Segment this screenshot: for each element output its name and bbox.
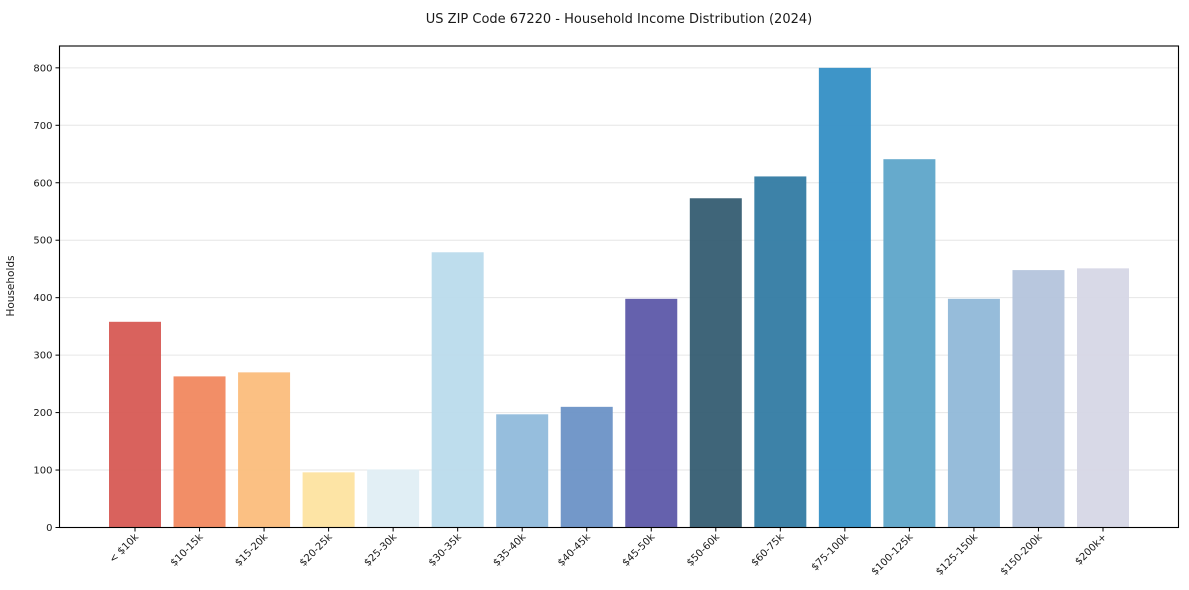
bar — [818, 67, 871, 528]
chart-title: US ZIP Code 67220 - Household Income Dis… — [426, 12, 812, 27]
y-tick-label: 300 — [33, 351, 52, 362]
x-tick-label: $40-45k — [556, 532, 593, 569]
x-tick-label: $25-30k — [362, 532, 399, 569]
bar — [1012, 270, 1065, 528]
bar — [173, 376, 226, 528]
x-tick-label: $50-60k — [685, 532, 722, 569]
y-tick-label: 500 — [33, 236, 52, 247]
x-axis: < $10k $10-15k $15-20k $20-25k $25-30k $30-35… — [108, 527, 1109, 578]
x-tick-label: $20-25k — [298, 532, 335, 569]
y-tick-label: 700 — [33, 121, 52, 132]
y-tick-label: 100 — [33, 466, 52, 477]
y-tick-label: 400 — [33, 293, 52, 304]
bar — [431, 252, 484, 528]
bar — [625, 298, 678, 528]
gridlines — [59, 67, 1179, 471]
x-tick-label: $35-40k — [491, 532, 528, 569]
y-tick-label: 0 — [46, 523, 52, 534]
y-tick-label: 800 — [33, 63, 52, 74]
x-tick-label: $10-15k — [169, 532, 206, 569]
x-tick-label: $125-150k — [934, 532, 980, 578]
bar — [883, 159, 936, 528]
bar — [109, 321, 161, 528]
bar — [754, 176, 807, 528]
x-tick-label: $45-50k — [620, 532, 657, 569]
bar — [947, 298, 1000, 528]
y-tick-label: 600 — [33, 178, 52, 189]
bars-group — [109, 67, 1129, 528]
x-tick-label: < $10k — [108, 532, 142, 566]
x-tick-label: $100-125k — [870, 532, 916, 578]
x-tick-label: $30-35k — [427, 532, 464, 569]
bar — [302, 472, 355, 528]
x-tick-label: $60-75k — [750, 532, 787, 569]
bar — [560, 406, 613, 528]
bar — [1076, 268, 1129, 528]
y-axis-label: Households — [5, 255, 17, 316]
bar — [238, 372, 291, 528]
plot-border — [58, 45, 1180, 529]
x-tick-label: $15-20k — [233, 532, 270, 569]
bar — [689, 198, 742, 528]
bar — [496, 414, 549, 528]
x-tick-label: $150-200k — [999, 532, 1045, 578]
x-tick-label: $75-100k — [810, 532, 852, 574]
y-axis: 0 100 200 300 400 500 600 700 800 — [33, 63, 60, 534]
x-tick-label: $200k+ — [1073, 532, 1109, 568]
y-tick-label: 200 — [33, 408, 52, 419]
bar — [367, 469, 420, 528]
